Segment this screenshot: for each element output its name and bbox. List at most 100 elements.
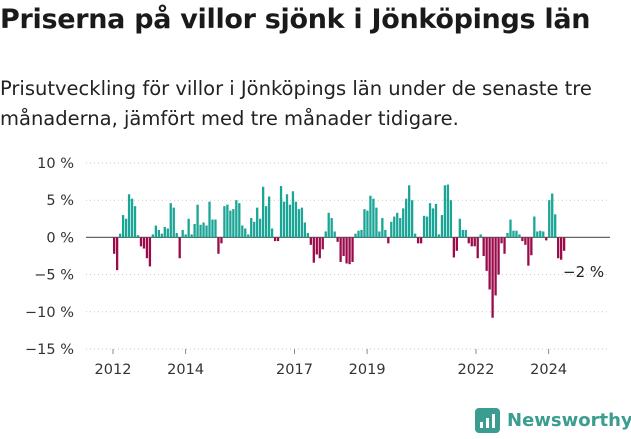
bar: [458, 218, 461, 238]
x-tick-label: 2017: [276, 362, 313, 378]
bar: [285, 194, 289, 238]
bar: [345, 237, 348, 264]
bar: [160, 233, 163, 238]
bar: [184, 234, 187, 238]
bar: [336, 237, 339, 242]
bar: [372, 198, 375, 238]
bar: [363, 209, 366, 238]
bar: [560, 237, 563, 260]
bar: [396, 212, 399, 238]
bar: [464, 229, 467, 238]
bar: [437, 234, 441, 238]
bar: [351, 237, 354, 262]
bar: [247, 234, 250, 238]
bar: [148, 237, 152, 267]
bar: [276, 237, 280, 242]
x-tick-label: 2014: [167, 362, 204, 378]
bar: [321, 237, 324, 250]
y-tick-label: −5 %: [34, 268, 74, 284]
bar: [264, 206, 268, 238]
bar: [327, 212, 330, 238]
bar: [551, 193, 554, 238]
bar: [521, 237, 524, 242]
chart-subtitle: Prisutveckling för villor i Jönköpings l…: [0, 77, 592, 130]
y-tick-label: 5 %: [46, 193, 74, 209]
bar: [440, 215, 444, 238]
y-tick-label: 10 %: [37, 156, 74, 172]
bar: [476, 237, 479, 259]
bar: [211, 219, 214, 238]
bar: [309, 237, 312, 245]
bar: [262, 186, 265, 238]
bar: [226, 204, 229, 238]
bar: [145, 237, 149, 259]
bar: [443, 185, 447, 238]
bar: [357, 230, 360, 238]
bar: [139, 237, 143, 247]
bar: [315, 237, 318, 255]
y-tick-label: −15 %: [25, 342, 74, 358]
bar: [115, 237, 119, 271]
bar: [360, 229, 363, 238]
bar: [297, 209, 301, 238]
bar: [187, 218, 190, 238]
bar: [244, 228, 247, 238]
bar: [217, 237, 220, 254]
bar: [241, 225, 244, 238]
bar: [503, 237, 506, 254]
bar: [270, 228, 274, 238]
bar: [163, 226, 166, 238]
bar: [199, 224, 202, 238]
bar: [402, 208, 405, 238]
bar: [282, 201, 286, 238]
bar: [172, 207, 175, 238]
bar: [470, 237, 473, 247]
bar: [425, 216, 429, 238]
bar: [273, 237, 277, 242]
bar: [229, 210, 232, 238]
bar: [530, 237, 533, 256]
bar: [303, 222, 307, 238]
x-tick-label: 2024: [530, 362, 567, 378]
bar: [312, 237, 315, 263]
bar: [133, 206, 137, 238]
bar: [291, 191, 295, 238]
bar: [267, 196, 271, 238]
bar: [190, 234, 193, 238]
bar: [539, 230, 542, 238]
bar: [562, 237, 566, 251]
bar: [384, 229, 387, 238]
bar: [205, 225, 208, 238]
bar: [342, 237, 345, 256]
bar: [446, 184, 450, 238]
bar: [330, 218, 333, 238]
bar: [136, 235, 140, 238]
bar: [375, 207, 378, 238]
bar: [518, 234, 521, 238]
bar: [214, 219, 217, 238]
bar: [366, 210, 369, 238]
bar: [545, 237, 548, 241]
bar: [399, 218, 402, 238]
bar: [288, 204, 292, 238]
bar: [485, 237, 488, 271]
bar: [408, 185, 411, 238]
bar: [533, 216, 536, 238]
chart-title: Priserna på villor sjönk i Jönköpings lä…: [0, 4, 591, 35]
bar: [294, 201, 298, 238]
bar: [348, 237, 351, 265]
bar: [515, 230, 518, 238]
bar: [422, 215, 426, 238]
brand-name: Newsworthy: [507, 410, 631, 431]
bar: [318, 237, 321, 259]
bar: [354, 233, 357, 238]
bar: [548, 200, 551, 238]
bar: [235, 200, 238, 238]
bar: [166, 228, 169, 238]
bar: [524, 237, 527, 245]
bar: [208, 201, 211, 238]
bar: [488, 237, 491, 290]
bar: [169, 203, 172, 238]
bar: [324, 231, 327, 238]
